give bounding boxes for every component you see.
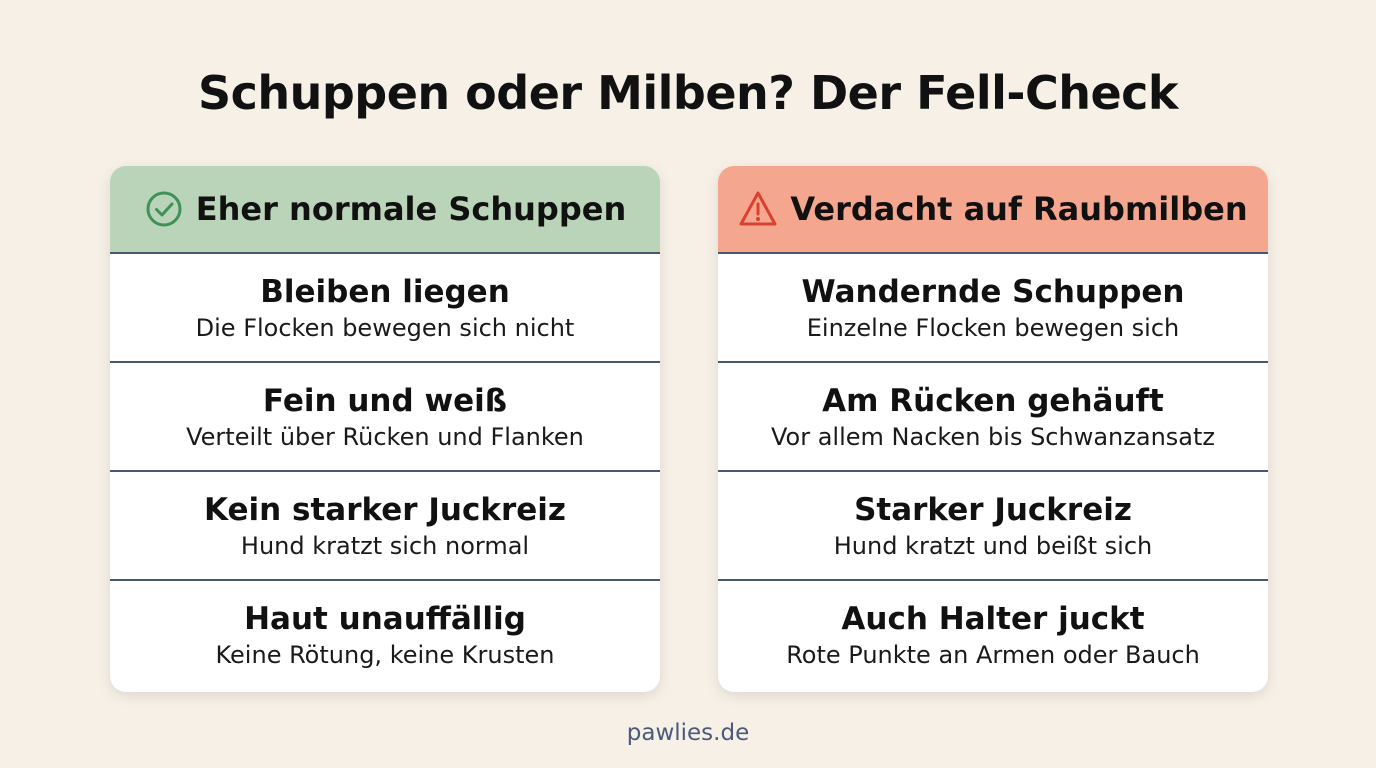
item-description: Rote Punkte an Armen oder Bauch	[786, 640, 1200, 669]
item-description: Keine Rötung, keine Krusten	[215, 640, 555, 669]
title: Schuppen oder Milben? Der Fell-Check	[197, 66, 1179, 120]
item-description: Hund kratzt und beißt sich	[833, 531, 1153, 560]
item-description: Einzelne Flocken bewegen sich	[806, 313, 1180, 342]
item-row: Bleiben liegen Die Flocken bewegen sich n…	[110, 252, 660, 361]
item-description: Hund kratzt sich normal	[240, 531, 530, 560]
item-row: Auch Halter juckt Rote Punkte an Armen od…	[718, 579, 1268, 688]
item-title: Starker Juckreiz	[854, 491, 1132, 528]
card: Verdacht auf Raubmilben Wandernde Schupp…	[718, 166, 1268, 692]
card-header: Verdacht auf Raubmilben	[718, 166, 1268, 252]
item-title: Auch Halter juckt	[841, 600, 1145, 637]
footer: pawlies.de	[626, 720, 750, 746]
item-description: Vor allem Nacken bis Schwanzansatz	[770, 422, 1215, 451]
item-title: Bleiben liegen	[260, 273, 510, 310]
item-row: Am Rücken gehäuft Vor allem Nacken bis Sc…	[718, 361, 1268, 470]
item-description: Die Flocken bewegen sich nicht	[195, 313, 575, 342]
item-row: Haut unauffällig Keine Rötung, keine Krus…	[110, 579, 660, 688]
card-heading: Verdacht auf Raubmilben	[790, 190, 1248, 228]
item-title: Haut unauffällig	[244, 600, 526, 637]
check-icon	[146, 191, 182, 227]
card-header: Eher normale Schuppen	[110, 166, 660, 252]
item-title: Kein starker Juckreiz	[204, 491, 566, 528]
card: Eher normale Schuppen Bleiben liegen Die …	[110, 166, 660, 692]
item-title: Fein und weiß	[262, 382, 508, 419]
item-row: Fein und weiß Verteilt über Rücken und Fl…	[110, 361, 660, 470]
card-heading: Eher normale Schuppen	[195, 190, 627, 228]
item-row: Kein starker Juckreiz Hund kratzt sich no…	[110, 470, 660, 579]
item-title: Am Rücken gehäuft	[822, 382, 1164, 419]
item-title: Wandernde Schuppen	[801, 273, 1185, 310]
warning-icon	[739, 191, 777, 226]
item-row: Starker Juckreiz Hund kratzt und beißt si…	[718, 470, 1268, 579]
item-row: Wandernde Schuppen Einzelne Flocken beweg…	[718, 252, 1268, 361]
item-description: Verteilt über Rücken und Flanken	[186, 422, 584, 451]
